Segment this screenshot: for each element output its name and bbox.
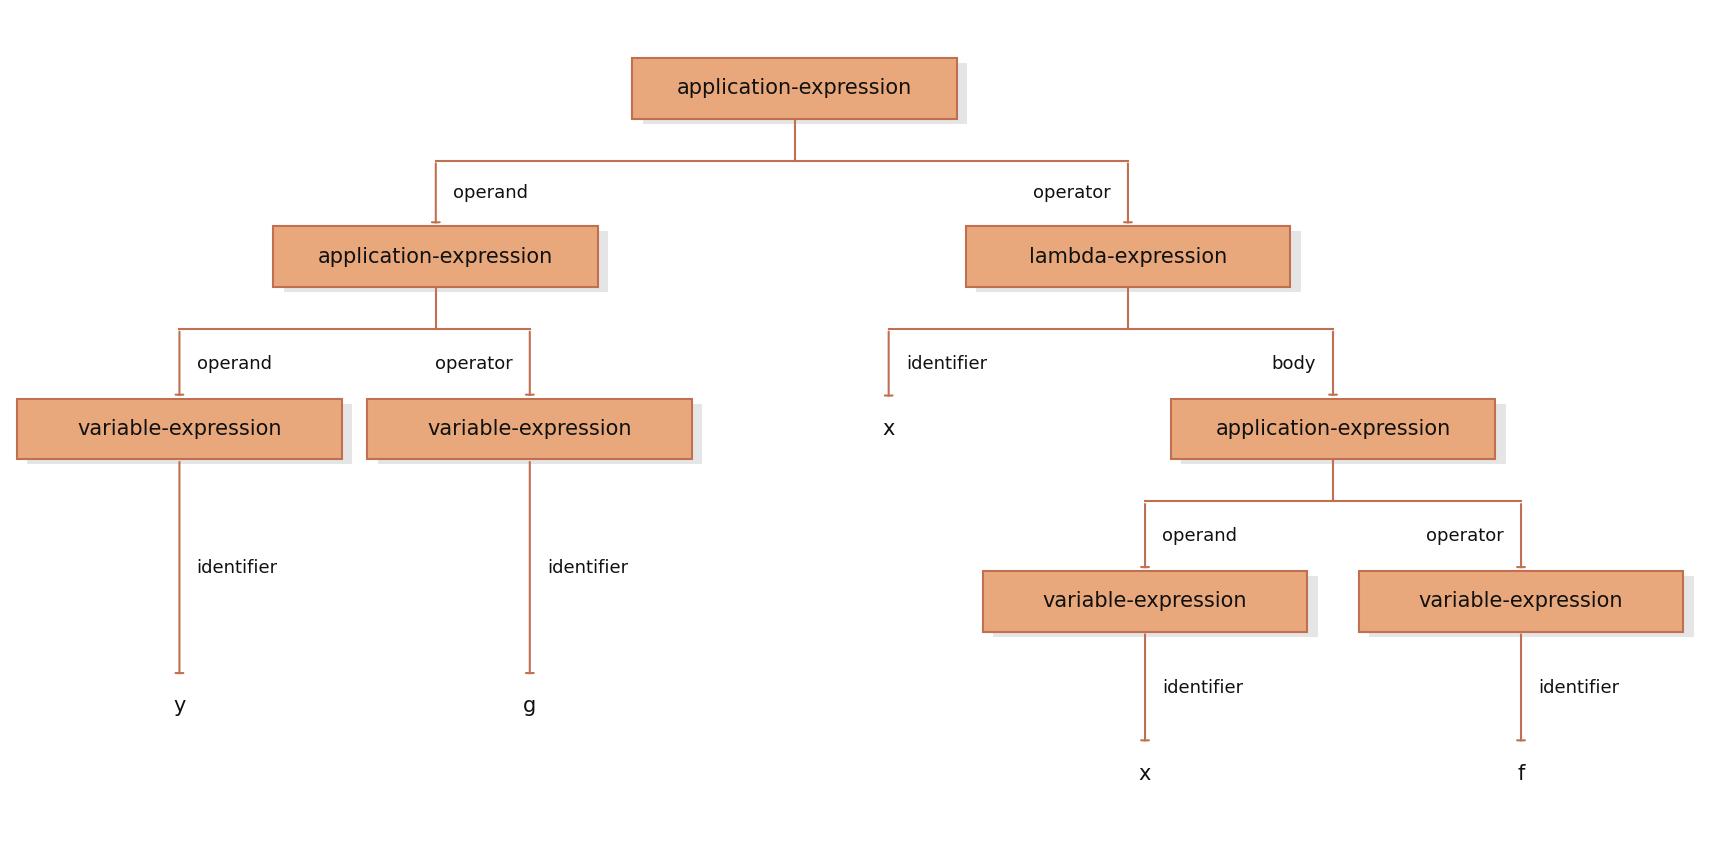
Text: variable-expression: variable-expression	[427, 419, 632, 439]
Text: identifier: identifier	[906, 355, 986, 373]
Bar	[993, 576, 1318, 637]
Text: application-expression: application-expression	[1215, 419, 1451, 439]
Bar	[1369, 576, 1694, 637]
Text: variable-expression: variable-expression	[1042, 591, 1248, 611]
Bar	[17, 399, 342, 459]
Text: operator: operator	[1034, 184, 1111, 203]
Text: identifier: identifier	[197, 559, 277, 577]
Text: body: body	[1271, 355, 1316, 373]
Text: operand: operand	[453, 184, 528, 203]
Text: f: f	[1518, 764, 1524, 784]
Text: g: g	[523, 696, 537, 717]
Text: application-expression: application-expression	[677, 78, 913, 98]
Bar	[983, 571, 1307, 632]
Bar	[367, 399, 692, 459]
Bar	[643, 63, 967, 124]
Bar	[1359, 571, 1683, 632]
Bar	[284, 231, 608, 292]
Text: operator: operator	[1427, 527, 1504, 545]
Text: application-expression: application-expression	[318, 246, 554, 267]
Text: identifier: identifier	[1538, 679, 1618, 697]
Bar	[976, 231, 1301, 292]
Text: x: x	[1138, 764, 1152, 784]
Text: operand: operand	[197, 355, 272, 373]
Text: operator: operator	[436, 355, 513, 373]
Text: lambda-expression: lambda-expression	[1029, 246, 1227, 267]
Bar	[1181, 404, 1506, 464]
Text: y: y	[173, 696, 186, 717]
Text: operand: operand	[1162, 527, 1237, 545]
Bar	[27, 404, 352, 464]
Bar	[632, 58, 957, 119]
Bar	[966, 226, 1290, 287]
Text: identifier: identifier	[1162, 679, 1242, 697]
Text: variable-expression: variable-expression	[1418, 591, 1624, 611]
Bar	[1171, 399, 1495, 459]
Text: x: x	[882, 419, 896, 439]
Bar	[273, 226, 598, 287]
Text: variable-expression: variable-expression	[77, 419, 282, 439]
Text: identifier: identifier	[547, 559, 627, 577]
Bar	[378, 404, 702, 464]
